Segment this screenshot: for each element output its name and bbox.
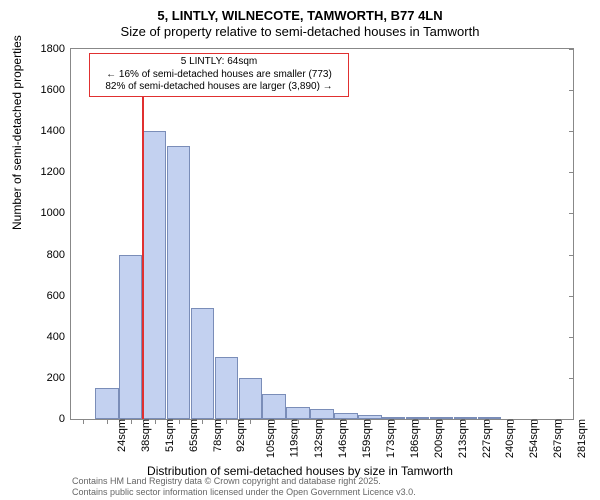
histogram-bar <box>191 308 214 419</box>
histogram-bar <box>239 378 262 419</box>
y-tick-label: 400 <box>47 331 71 343</box>
y-tick-mark <box>569 337 574 338</box>
x-tick-mark <box>346 419 347 424</box>
x-tick-label: 78sqm <box>208 419 224 452</box>
x-tick-mark <box>322 419 323 424</box>
x-tick-label: 92sqm <box>232 419 248 452</box>
x-tick-mark <box>274 419 275 424</box>
x-tick-mark <box>537 419 538 424</box>
y-tick-label: 200 <box>47 372 71 384</box>
y-tick-label: 1400 <box>41 125 71 137</box>
y-tick-label: 0 <box>59 413 71 425</box>
title-sub: Size of property relative to semi-detach… <box>0 23 600 39</box>
histogram-bar <box>215 357 238 419</box>
x-tick-label: 105sqm <box>262 419 278 458</box>
x-tick-label: 267sqm <box>548 419 564 458</box>
x-tick-label: 159sqm <box>357 419 373 458</box>
x-tick-mark <box>442 419 443 424</box>
x-tick-mark <box>298 419 299 424</box>
x-tick-mark <box>179 419 180 424</box>
x-tick-label: 146sqm <box>333 419 349 458</box>
y-tick-label: 600 <box>47 290 71 302</box>
x-tick-label: 119sqm <box>285 419 301 457</box>
x-tick-mark <box>418 419 419 424</box>
x-tick-label: 227sqm <box>477 419 493 458</box>
x-tick-label: 186sqm <box>405 419 421 458</box>
callout-line2: ← 16% of semi-detached houses are smalle… <box>94 69 344 82</box>
x-tick-label: 65sqm <box>184 419 200 452</box>
x-tick-mark <box>489 419 490 424</box>
x-tick-label: 38sqm <box>136 419 152 452</box>
x-tick-mark <box>250 419 251 424</box>
y-tick-mark <box>569 172 574 173</box>
x-tick-label: 51sqm <box>160 419 176 452</box>
y-tick-mark <box>569 378 574 379</box>
histogram-bar <box>262 394 285 419</box>
histogram-bar <box>286 407 309 419</box>
histogram-bar <box>310 409 333 419</box>
y-tick-mark <box>569 255 574 256</box>
x-tick-label: 173sqm <box>381 419 397 458</box>
histogram-bar <box>143 131 166 419</box>
x-tick-label: 294sqm <box>596 419 600 458</box>
x-tick-mark <box>465 419 466 424</box>
callout-line1: 5 LINTLY: 64sqm <box>94 56 344 69</box>
x-tick-label: 200sqm <box>429 419 445 458</box>
marker-callout: 5 LINTLY: 64sqm ← 16% of semi-detached h… <box>89 53 349 97</box>
histogram-bar <box>119 255 142 419</box>
y-tick-label: 1200 <box>41 166 71 178</box>
y-tick-mark <box>569 90 574 91</box>
chart-area: 02004006008001000120014001600180024sqm38… <box>70 48 574 420</box>
x-tick-label: 281sqm <box>572 419 588 458</box>
x-tick-label: 240sqm <box>501 419 517 458</box>
y-tick-label: 800 <box>47 249 71 261</box>
callout-line3: 82% of semi-detached houses are larger (… <box>94 81 344 94</box>
histogram-bar <box>95 388 118 419</box>
y-tick-label: 1600 <box>41 84 71 96</box>
attribution-line1: Contains HM Land Registry data © Crown c… <box>72 476 416 487</box>
title-main: 5, LINTLY, WILNECOTE, TAMWORTH, B77 4LN <box>0 0 600 23</box>
x-tick-mark <box>107 419 108 424</box>
x-tick-mark <box>226 419 227 424</box>
x-tick-label: 132sqm <box>309 419 325 458</box>
x-tick-mark <box>394 419 395 424</box>
y-tick-mark <box>569 213 574 214</box>
y-axis-label: Number of semi-detached properties <box>10 35 24 230</box>
y-tick-mark <box>569 296 574 297</box>
chart-container: 5, LINTLY, WILNECOTE, TAMWORTH, B77 4LN … <box>0 0 600 500</box>
y-tick-label: 1800 <box>41 43 71 55</box>
marker-line <box>142 97 144 419</box>
x-tick-label: 24sqm <box>112 419 128 452</box>
attribution: Contains HM Land Registry data © Crown c… <box>72 476 416 498</box>
x-tick-label: 213sqm <box>453 419 469 458</box>
x-tick-mark <box>155 419 156 424</box>
x-tick-mark <box>83 419 84 424</box>
x-tick-mark <box>131 419 132 424</box>
x-tick-label: 254sqm <box>524 419 540 458</box>
y-tick-mark <box>569 49 574 50</box>
x-tick-mark <box>202 419 203 424</box>
x-tick-mark <box>513 419 514 424</box>
x-tick-mark <box>561 419 562 424</box>
y-tick-label: 1000 <box>41 207 71 219</box>
y-tick-mark <box>569 131 574 132</box>
histogram-bar <box>167 146 190 419</box>
x-tick-mark <box>370 419 371 424</box>
attribution-line2: Contains public sector information licen… <box>72 487 416 498</box>
